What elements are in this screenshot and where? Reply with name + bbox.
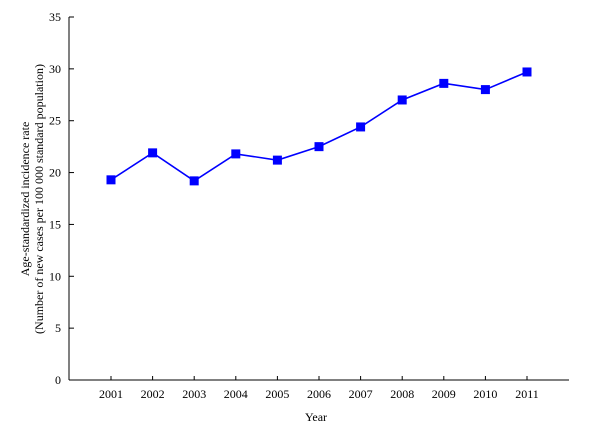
y-tick-label: 0	[55, 373, 61, 387]
y-tick-label: 20	[49, 166, 61, 180]
y-axis-title-line2: (Number of new cases per 100 000 standar…	[32, 64, 46, 334]
x-tick-label: 2007	[349, 387, 373, 401]
x-tick-label: 2006	[307, 387, 331, 401]
x-tick-label: 2003	[182, 387, 206, 401]
y-axis-title-line1: Age-standardized incidence rate	[18, 122, 32, 277]
x-axis-title: Year	[305, 410, 327, 424]
x-tick-label: 2009	[432, 387, 456, 401]
data-point-marker	[397, 95, 407, 105]
y-tick-label: 5	[55, 321, 61, 335]
y-tick-label: 15	[49, 217, 61, 231]
x-tick-label: 2011	[515, 387, 539, 401]
data-point-marker	[272, 155, 282, 165]
y-tick-label: 30	[49, 62, 61, 76]
data-point-marker	[106, 175, 116, 185]
x-tick-label: 2004	[224, 387, 248, 401]
data-point-marker	[480, 85, 490, 95]
y-axis-ticks: 0 5 10 15 20 25 30 35	[49, 10, 74, 387]
y-tick-label: 25	[49, 114, 61, 128]
data-point-marker	[356, 122, 366, 132]
x-tick-label: 2005	[265, 387, 289, 401]
data-point-marker	[231, 149, 241, 159]
data-point-marker	[522, 67, 532, 77]
data-point-marker	[189, 176, 199, 186]
data-point-marker	[148, 148, 158, 158]
x-tick-label: 2010	[473, 387, 497, 401]
x-tick-label: 2002	[141, 387, 165, 401]
data-point-marker	[439, 78, 449, 88]
y-tick-label: 35	[49, 10, 61, 24]
data-point-marker	[314, 142, 324, 152]
x-tick-label: 2008	[390, 387, 414, 401]
x-axis-ticks: 2001 2002 2003 2004 2005 2006 2007 2008 2009 2010…	[99, 376, 539, 401]
x-tick-label: 2001	[99, 387, 123, 401]
y-tick-label: 10	[49, 269, 61, 283]
series-markers	[106, 67, 532, 186]
series-line	[110, 71, 528, 182]
